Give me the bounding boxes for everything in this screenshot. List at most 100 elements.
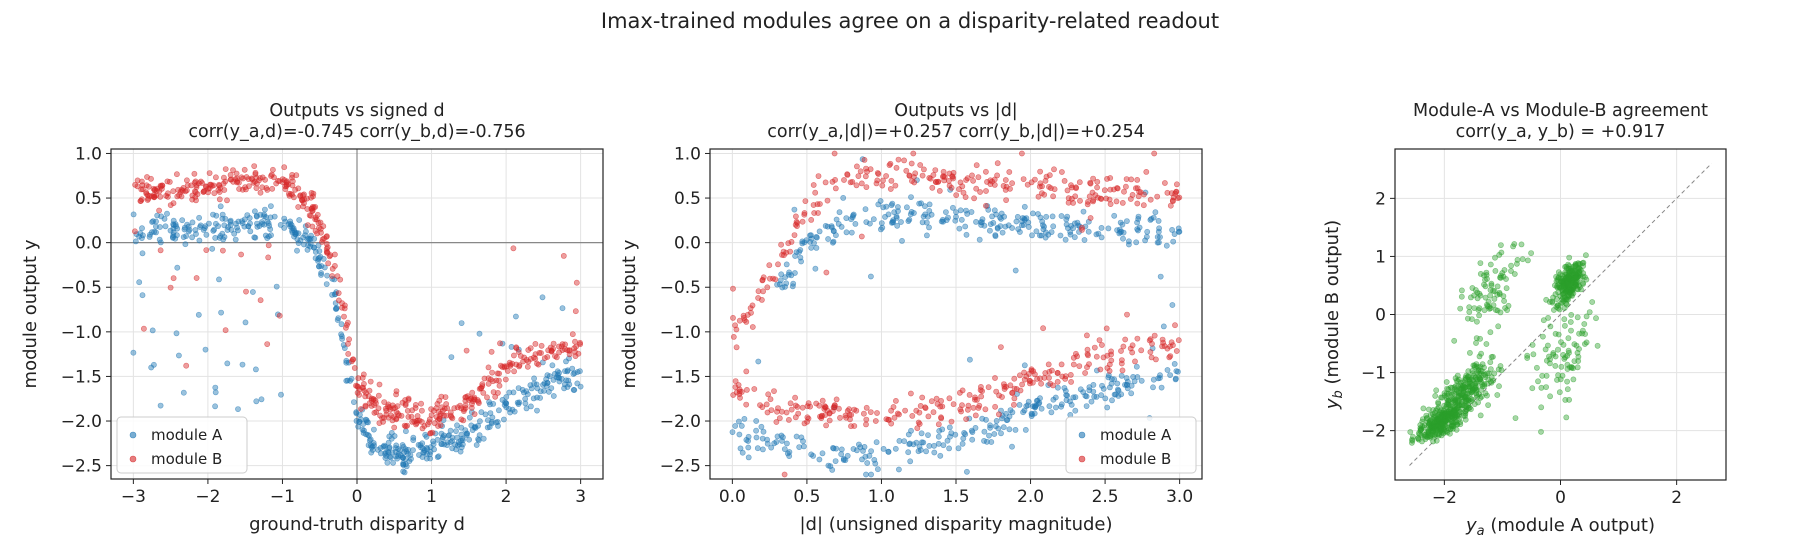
- data-point: [130, 349, 137, 356]
- data-point: [1149, 340, 1155, 347]
- data-point: [1483, 341, 1490, 347]
- data-point: [1007, 407, 1014, 413]
- data-point: [524, 363, 531, 370]
- data-point: [1108, 357, 1115, 364]
- data-point: [157, 402, 164, 409]
- data-point: [192, 189, 199, 196]
- data-point: [1080, 208, 1087, 215]
- data-point: [892, 445, 899, 452]
- data-point: [987, 177, 994, 184]
- data-point: [400, 460, 407, 467]
- data-point: [1557, 376, 1564, 383]
- data-point: [439, 435, 446, 442]
- data-point: [1170, 194, 1177, 201]
- data-point: [786, 416, 792, 423]
- data-point: [880, 177, 886, 184]
- data-point: [428, 412, 435, 418]
- data-point: [1497, 274, 1503, 281]
- data-point: [532, 351, 539, 358]
- data-point: [908, 208, 915, 215]
- data-point: [733, 389, 740, 396]
- data-point: [1170, 342, 1176, 349]
- data-point: [408, 413, 415, 420]
- data-point: [905, 449, 912, 456]
- data-point: [770, 275, 776, 282]
- data-point: [139, 232, 146, 239]
- data-point: [857, 168, 864, 175]
- data-point: [822, 412, 829, 418]
- data-point: [730, 285, 736, 292]
- data-point: [1443, 379, 1450, 385]
- data-point: [381, 442, 388, 449]
- data-point: [307, 243, 314, 250]
- data-point: [760, 274, 767, 281]
- data-point: [854, 163, 860, 170]
- data-point: [991, 207, 998, 214]
- data-point: [1097, 366, 1104, 373]
- data-point: [1030, 368, 1037, 374]
- data-point: [510, 245, 517, 252]
- data-point: [754, 445, 761, 452]
- data-point: [1023, 403, 1030, 409]
- data-point: [463, 430, 470, 437]
- data-point: [180, 389, 187, 396]
- data-point: [275, 177, 281, 184]
- data-point: [494, 389, 501, 396]
- data-point: [1455, 388, 1462, 395]
- data-point: [908, 160, 915, 167]
- data-point: [572, 338, 578, 345]
- data-point: [998, 430, 1004, 437]
- data-point: [151, 187, 158, 193]
- data-point: [797, 247, 804, 253]
- data-point: [1477, 412, 1484, 419]
- data-point: [1433, 387, 1440, 394]
- data-point: [1478, 393, 1485, 400]
- data-point: [1100, 385, 1107, 392]
- data-point: [1093, 231, 1100, 238]
- data-point: [1065, 195, 1072, 202]
- data-point: [164, 210, 170, 217]
- data-point: [371, 409, 378, 416]
- y-tick-label: −1: [1361, 364, 1386, 384]
- data-point: [817, 413, 823, 420]
- data-point: [1528, 250, 1534, 256]
- data-point: [1440, 430, 1447, 437]
- data-point: [1083, 403, 1090, 409]
- data-point: [1147, 196, 1154, 203]
- data-point: [324, 272, 330, 279]
- data-point: [1086, 361, 1092, 367]
- series-points: [1407, 241, 1601, 446]
- data-point: [1037, 232, 1043, 239]
- data-point: [503, 363, 510, 370]
- data-point: [534, 407, 540, 414]
- data-point: [224, 360, 231, 367]
- data-point: [910, 441, 917, 448]
- data-point: [559, 341, 566, 348]
- data-point: [965, 402, 972, 409]
- data-point: [405, 413, 412, 420]
- data-point: [888, 202, 895, 209]
- data-point: [905, 431, 912, 438]
- data-point: [1171, 360, 1178, 367]
- data-point: [964, 175, 971, 182]
- data-point: [759, 296, 765, 303]
- data-point: [495, 422, 501, 429]
- data-point: [1451, 384, 1458, 391]
- data-point: [264, 341, 271, 347]
- data-point: [848, 411, 855, 418]
- data-point: [466, 436, 472, 443]
- data-point: [893, 397, 899, 404]
- data-point: [419, 425, 426, 432]
- data-point: [1469, 396, 1476, 403]
- data-point: [392, 448, 399, 455]
- data-point: [1134, 200, 1141, 207]
- data-point: [445, 432, 452, 439]
- data-point: [553, 374, 560, 381]
- data-point: [437, 422, 444, 429]
- data-point: [212, 174, 219, 181]
- data-point: [791, 232, 798, 238]
- data-point: [1487, 261, 1494, 268]
- data-point: [882, 213, 888, 220]
- data-point: [473, 442, 480, 448]
- data-point: [796, 444, 803, 450]
